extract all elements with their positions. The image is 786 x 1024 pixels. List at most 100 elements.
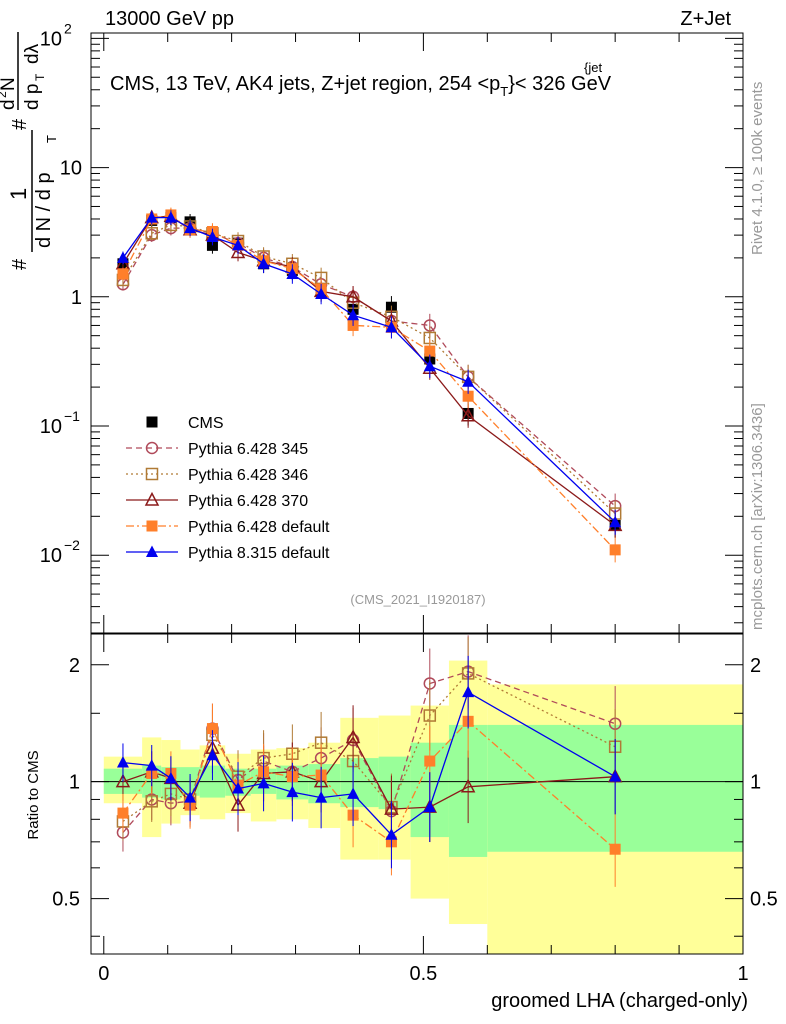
ratio-point-pythia-6-428-346 [423, 709, 437, 722]
main-ytick-label-exp: 2 [64, 20, 72, 36]
ratio-point-pythia-6-428-default [117, 807, 129, 819]
ratio-point-pythia-8-315-default [347, 787, 360, 799]
ratio-series-pythia-8-315-default [116, 655, 622, 869]
main-series-pythia-8-315-default [116, 210, 622, 535]
legend-marker-pythia-6-428-default [146, 520, 158, 532]
main-plot-frame [90, 32, 744, 634]
main-point-pythia-8-315-default [609, 515, 622, 528]
ratio-point-pythia-8-315-default [145, 759, 158, 771]
ratio-plot-frame [90, 633, 744, 955]
ylabel-dlambda: dλ [22, 43, 43, 64]
main-point-pythia-8-315-default [164, 211, 177, 223]
xlabel: groomed LHA (charged-only) [491, 990, 748, 1012]
xtick-label: 0.5 [409, 963, 437, 985]
ratio-plot-series [115, 635, 623, 887]
ratio-point-pythia-6-428-default [206, 723, 218, 735]
ratio-point-pythia-6-428-370 [345, 729, 361, 744]
main-point-pythia-8-315-default [116, 251, 129, 263]
main-ytick-label: 10 [40, 545, 62, 567]
main-point-pythia-6-428-default [462, 390, 474, 402]
main-ytick-label-exp: −1 [64, 408, 80, 424]
main-ylabel: # 1 d N / d p T # d 2 N d p T dλ [0, 32, 59, 270]
band-green [340, 758, 379, 808]
ratio-ytick-label: 0.5 [52, 889, 80, 911]
ylabel-hash2: # [9, 118, 31, 130]
main-ytick-label: 10 [40, 28, 62, 50]
ratio-point-pythia-8-315-default [462, 685, 475, 698]
ylabel-dpT: d p [22, 84, 43, 110]
main-line-pythia-6-428-345 [122, 227, 616, 507]
ratio-ylabel: Ratio to CMS [25, 750, 42, 839]
ratio-point-pythia-8-315-default [164, 771, 177, 784]
main-point-pythia-8-315-default [385, 320, 398, 333]
main-point-pythia-8-315-default [423, 359, 436, 372]
main-point-pythia-6-428-370 [230, 244, 246, 259]
ylabel-dN: d N / d p [33, 172, 55, 248]
ylabel-T2: T [33, 73, 47, 81]
legend-label-cms: CMS [188, 415, 224, 432]
ratio-point-pythia-6-428-default [609, 843, 621, 855]
main-point-pythia-8-315-default [347, 308, 360, 321]
main-ytick-label: 1 [71, 287, 82, 309]
legend-marker-pythia-6-428-370 [144, 491, 160, 506]
ylabel-one: 1 [6, 188, 31, 200]
ratio-ytick-label-right: 1 [750, 772, 761, 794]
main-point-pythia-8-315-default [206, 230, 219, 243]
legend-marker-pythia-6-428-346 [145, 467, 159, 481]
main-point-pythia-6-428-370 [460, 407, 476, 422]
main-point-pythia-8-315-default [462, 375, 475, 387]
ylabel-d2: d [0, 99, 19, 110]
ratio-point-pythia-8-315-default [315, 791, 328, 803]
main-point-pythia-8-315-default [184, 221, 197, 234]
rivet-label: Rivet 4.1.0, ≥ 100k events [749, 82, 766, 255]
main-point-pythia-6-428-default [424, 345, 436, 357]
header-right: Z+Jet [680, 8, 731, 30]
ratio-line-pythia-6-428-default [122, 720, 616, 850]
title-main: CMS, 13 TeV, AK4 jets, Z+jet region, 254… [110, 73, 500, 95]
ylabel-T1: T [44, 135, 59, 143]
ylabel-two: 2 [0, 91, 9, 98]
ratio-point-pythia-8-315-default [423, 800, 436, 813]
legend-marker-pythia-8-315-default [146, 545, 158, 557]
main-ytick-label-exp: −2 [64, 537, 80, 553]
mcplots-label: mcplots.cern.ch [arXiv:1306.3436] [749, 403, 766, 630]
ratio-point-pythia-6-428-370 [115, 773, 131, 788]
main-series-cms [117, 210, 621, 538]
xtick-label: 0 [98, 963, 109, 985]
main-plot-series [115, 207, 623, 563]
ratio-ytick-label: 1 [69, 772, 80, 794]
ratio-point-pythia-8-315-default [116, 756, 129, 768]
main-point-pythia-8-315-default [232, 238, 245, 251]
title-sup: {jet [584, 60, 602, 75]
legend: CMS Pythia 6.428 345 Pythia 6.428 346 Pythi… [126, 415, 330, 562]
legend-label-pythia-6-428-346: Pythia 6.428 346 [188, 467, 308, 484]
main-point-pythia-8-315-default [286, 267, 299, 280]
main-series-pythia-6-428-370 [115, 208, 623, 538]
ratio-point-pythia-6-428-346 [145, 795, 158, 808]
ylabel-hash1: # [9, 258, 31, 270]
header-left: 13000 GeV pp [105, 8, 234, 30]
main-point-pythia-6-428-370 [345, 288, 361, 303]
ratio-point-pythia-8-315-default [184, 791, 197, 803]
ratio-point-pythia-8-315-default [206, 748, 219, 761]
main-point-pythia-8-315-default [145, 211, 158, 223]
ratio-point-pythia-8-315-default [385, 828, 398, 840]
main-ytick-label: 10 [60, 158, 82, 180]
plot-title: CMS, 13 TeV, AK4 jets, Z+jet region, 254… [110, 73, 612, 99]
title-sub: T [500, 84, 508, 99]
ratio-point-pythia-8-315-default [232, 782, 245, 794]
ratio-point-pythia-8-315-default [257, 776, 270, 789]
xtick-label: 1 [737, 963, 748, 985]
main-point-pythia-8-315-default [257, 257, 270, 269]
main-point-pythia-8-315-default [315, 287, 328, 300]
legend-label-pythia-6-428-default: Pythia 6.428 default [188, 519, 330, 536]
title-end: }< 326 GeV [508, 73, 612, 95]
legend-marker-cms [146, 416, 158, 428]
ratio-point-pythia-6-428-370 [460, 778, 476, 793]
legend-label-pythia-8-315-default: Pythia 8.315 default [188, 545, 330, 562]
ratio-ytick-label-right: 0.5 [750, 889, 778, 911]
ratio-ytick-label-right: 2 [750, 655, 761, 677]
legend-marker-pythia-6-428-345 [145, 441, 159, 455]
